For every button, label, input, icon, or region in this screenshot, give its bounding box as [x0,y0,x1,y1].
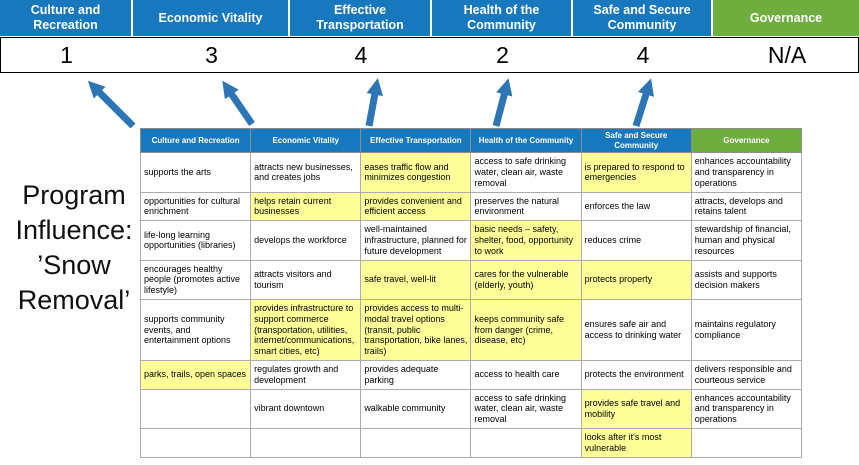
matrix-cell-highlighted: safe travel, well-lit [360,259,472,300]
matrix-cell: enforces the law [580,191,692,222]
matrix-cell-highlighted: provides infrastructure to support comme… [250,298,362,361]
up-arrow-icon [222,80,255,126]
matrix-cell-highlighted: is prepared to respond to emergencies [580,152,692,193]
matrix-header-safe-and-secure-community: Safe and Secure Community [580,127,692,154]
matrix-cell-highlighted: eases traffic flow and minimizes congest… [360,152,472,193]
matrix-cell: attracts new businesses, and creates job… [250,152,362,193]
banner: Culture and Recreation Economic Vitality E… [0,0,859,36]
matrix-cell: life-long learning opportunities (librar… [139,220,252,261]
matrix-cell [360,427,472,458]
matrix-cell [139,388,252,429]
matrix-cell: assists and supports decision makers [690,259,803,300]
matrix-cell: walkable community [360,388,472,429]
matrix-cell-highlighted: helps retain current businesses [250,191,362,222]
matrix-cell: protects the environment [580,359,692,390]
up-arrow-icon [87,80,136,128]
matrix-cell: supports the arts [139,152,252,193]
banner-column-governance: Governance [713,0,859,36]
banner-label: Health of the Community [463,3,540,32]
banner-column-effective-transportation: Effective Transportation [290,0,430,36]
matrix-cell-highlighted: parks, trails, open spaces [139,359,252,390]
score-culture-and-recreation: 1 [60,41,73,68]
matrix-cell-highlighted: provides safe travel and mobility [580,388,692,429]
banner-column-health-of-the-community: Health of the Community [432,0,571,36]
banner-label: Safe and Secure Community [593,3,691,32]
matrix-body: supports the arts attracts new businesses… [139,152,803,458]
matrix-cell-highlighted: provides convenient and efficient access [360,191,472,222]
table-row: supports the arts attracts new businesses… [139,152,803,193]
table-row: encourages healthy people (promotes acti… [139,259,803,300]
score-health-of-the-community: 2 [496,41,509,68]
matrix-cell [690,427,803,458]
up-arrow-icon [632,78,654,128]
matrix-cell: attracts, develops and retains talent [690,191,803,222]
page-title: Program Influence: ’Snow Removal’ [15,180,133,316]
up-arrow-icon [492,78,513,127]
matrix-cell: well-maintained infrastructure, planned … [360,220,472,261]
banner-label: Effective Transportation [316,3,404,32]
score-effective-transportation: 4 [354,41,368,68]
matrix-cell: develops the workforce [250,220,362,261]
matrix-header-economic-vitality: Economic Vitality [250,127,362,154]
matrix-cell: encourages healthy people (promotes acti… [139,259,252,300]
matrix-cell [470,427,582,458]
matrix-cell-highlighted: provides access to multi-modal travel op… [360,298,472,361]
matrix-cell: regulates growth and development [250,359,362,390]
matrix-cell-highlighted: basic needs – safety, shelter, food, opp… [470,220,582,261]
matrix-cell: opportunities for cultural enrichment [139,191,252,222]
banner-label: Governance [749,10,823,25]
matrix-cell [139,427,252,458]
influence-matrix: Culture and Recreation Economic Vitality E… [139,127,803,458]
matrix-header-culture-and-recreation: Culture and Recreation [139,127,252,154]
matrix-cell-highlighted: looks after it's most vulnerable [580,427,692,458]
score-governance: N/A [767,41,807,68]
matrix-cell-highlighted: keeps community safe from danger (crime,… [470,298,582,361]
matrix-cell: access to safe drinking water, clean air… [470,388,582,429]
matrix-cell: preserves the natural environment [470,191,582,222]
score-economic-vitality: 3 [205,41,218,68]
matrix-cell: ensures safe air and access to drinking … [580,298,692,361]
up-arrow-icon [365,78,384,127]
matrix-cell: provides adequate parking [360,359,472,390]
matrix-header-effective-transportation: Effective Transportation [360,127,472,154]
matrix-cell: reduces crime [580,220,692,261]
matrix-cell [250,427,362,458]
banner-column-safe-and-secure-community: Safe and Secure Community [573,0,711,36]
matrix-cell: enhances accountability and transparency… [690,152,803,193]
table-row: supports community events, and entertain… [139,298,803,361]
table-row: vibrant downtown walkable community access… [139,388,803,429]
matrix-cell: maintains regulatory compliance [690,298,803,361]
matrix-header-row: Culture and Recreation Economic Vitality E… [139,127,803,154]
matrix-cell: vibrant downtown [250,388,362,429]
matrix-header-health-of-the-community: Health of the Community [470,127,582,154]
table-row: looks after it's most vulnerable [139,427,803,458]
score-safe-and-secure-community: 4 [636,41,650,68]
banner-column-economic-vitality: Economic Vitality [133,0,288,36]
matrix-cell: attracts visitors and tourism [250,259,362,300]
banner-label: Culture and Recreation [30,3,101,32]
matrix-cell: access to health care [470,359,582,390]
matrix-cell: supports community events, and entertain… [139,298,252,361]
matrix-cell: access to safe drinking water, clean air… [470,152,582,193]
matrix-cell-highlighted: protects property [580,259,692,300]
banner-label: Economic Vitality [158,10,263,25]
matrix-cell: enhances accountability and transparency… [690,388,803,429]
table-row: parks, trails, open spaces regulates grow… [139,359,803,390]
matrix-header-governance: Governance [690,127,803,154]
score-strip: 1 3 4 2 4 N/A [0,37,859,73]
matrix-cell-highlighted: cares for the vulnerable (elderly, youth… [470,259,582,300]
table-row: life-long learning opportunities (librar… [139,220,803,261]
matrix-cell: stewardship of financial, human and phys… [690,220,803,261]
score-arrows [87,78,654,128]
table-row: opportunities for cultural enrichment hel… [139,191,803,222]
matrix-cell: delivers responsible and courteous servi… [690,359,803,390]
banner-column-culture-and-recreation: Culture and Recreation [0,0,131,36]
